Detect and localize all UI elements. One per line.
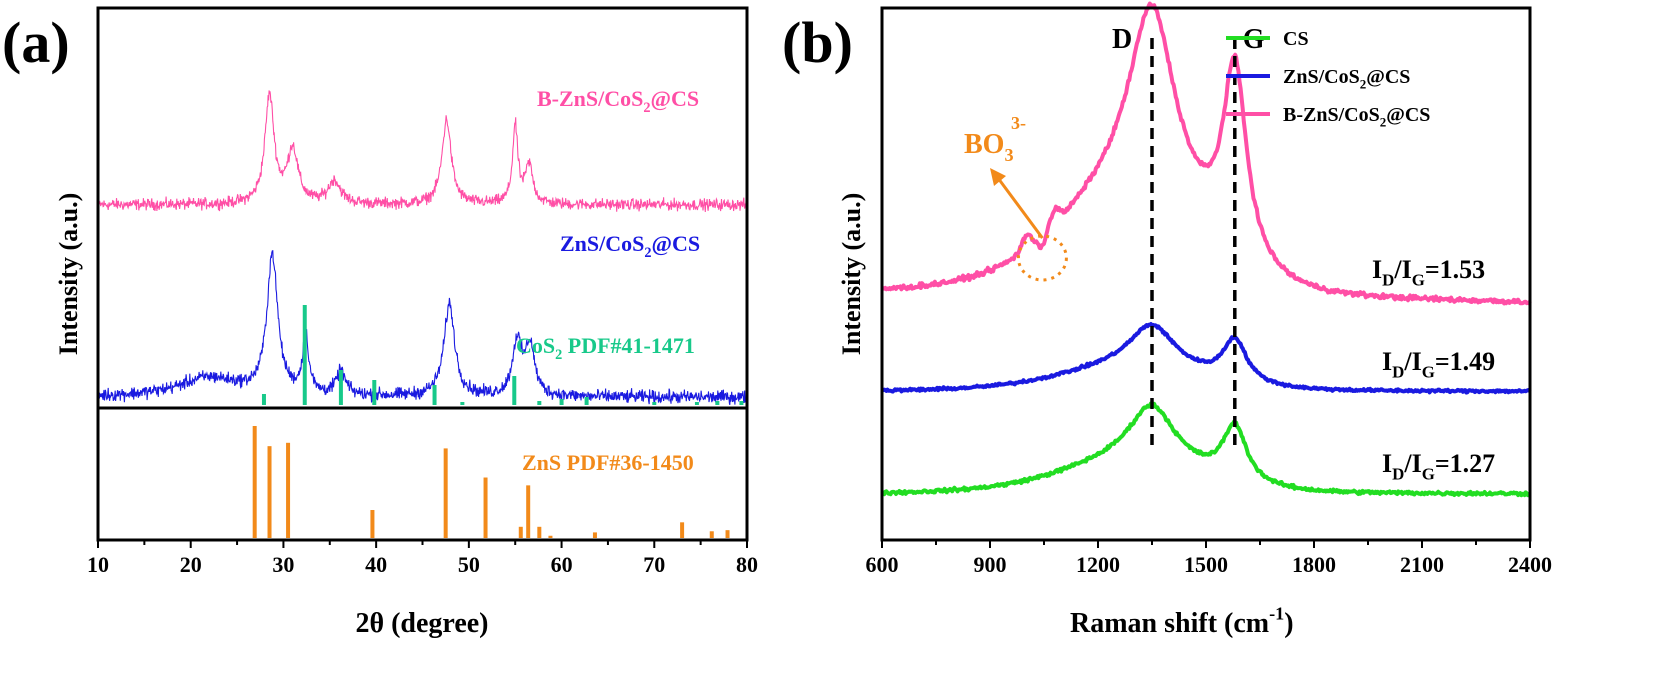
cos2-reference-peak — [694, 402, 699, 405]
cos2-reference-peak — [584, 397, 589, 405]
panel-label-a: (a) — [2, 10, 70, 75]
x-tick-label: 10 — [87, 552, 109, 577]
bo3-arrow-head — [990, 168, 1006, 186]
x-tick-label: 40 — [365, 552, 387, 577]
x-tick-label: 80 — [736, 552, 758, 577]
y-axis-label-a: Intensity (a.u.) — [54, 193, 83, 356]
x-tick-label: 900 — [974, 552, 1007, 577]
raman-line-zns-cos2-cs — [880, 322, 1532, 395]
zns-reference-peak — [709, 531, 714, 538]
zns-reference-peak — [443, 448, 448, 538]
x-tick-label: 600 — [866, 552, 899, 577]
cos2-reference-peak — [739, 401, 744, 405]
raman-line-b-zns-cos2-cs — [880, 1, 1532, 306]
zns-reference-peak — [267, 446, 272, 538]
bo3-highlight-circle — [1016, 234, 1068, 282]
panel-label-b: (b) — [782, 10, 853, 75]
bo3-annotation-charge: 3- — [1011, 113, 1026, 133]
ratio-label-b-zns-cos2-cs: ID/IG=1.53 — [1372, 255, 1485, 289]
ratio-label-zns-cos2-cs: ID/IG=1.49 — [1382, 347, 1495, 381]
zns-reference-peak — [592, 532, 597, 538]
cos2-reference-peak — [460, 402, 465, 405]
cos2-reference-peak — [512, 376, 517, 405]
x-tick-label: 70 — [643, 552, 665, 577]
cos2-reference-peak — [652, 402, 657, 405]
x-tick-label: 60 — [551, 552, 573, 577]
x-tick-label: 1800 — [1292, 552, 1336, 577]
zns-reference-peak — [526, 485, 531, 538]
cos2-reference-peak — [338, 370, 343, 405]
cos2-reference-peak — [537, 401, 542, 405]
legend-label-cs: CS — [1283, 28, 1309, 50]
x-tick-label: 2400 — [1508, 552, 1552, 577]
cos2-reference-peak — [261, 394, 266, 405]
d-band-label: D — [1112, 24, 1132, 55]
bo3-annotation: BO3 — [964, 129, 1014, 165]
zns-reference-peak — [518, 526, 523, 538]
x-axis-label-a: 2θ (degree) — [355, 608, 488, 639]
bo3-arrow — [996, 177, 1044, 239]
x-tick-label: 2100 — [1400, 552, 1444, 577]
y-axis-label-b: Intensity (a.u.) — [837, 193, 866, 356]
zns-reference-peak — [725, 530, 730, 538]
zns-reference-peak — [680, 522, 685, 538]
zns-reference-peak — [370, 510, 375, 538]
zns-reference-peak — [286, 442, 291, 538]
x-tick-label: 50 — [458, 552, 480, 577]
series-line-zns-cos2-cs — [97, 250, 748, 406]
zns-reference-peak — [252, 426, 257, 538]
reference-label-cos2: CoS2 PDF#41-1471 — [516, 333, 695, 363]
x-axis-label-b: Raman shift (cm-1) — [1070, 603, 1294, 639]
zns-reference-peak — [537, 526, 542, 538]
legend-label-b-zns-cos2-cs: B-ZnS/CoS2@CS — [1283, 104, 1430, 130]
x-tick-label: 20 — [180, 552, 202, 577]
ratio-label-cs: ID/IG=1.27 — [1382, 449, 1495, 483]
x-tick-label: 1500 — [1184, 552, 1228, 577]
cos2-reference-peak — [372, 380, 377, 405]
series-label-zns-cos2-cs: ZnS/CoS2@CS — [560, 231, 700, 261]
series-label-b-zns-cos2-cs: B-ZnS/CoS2@CS — [537, 86, 699, 116]
x-tick-label: 30 — [272, 552, 294, 577]
cos2-reference-peak — [302, 305, 307, 405]
series-line-b-zns-cos2-cs — [97, 90, 748, 213]
raman-line-cs — [881, 401, 1531, 498]
zns-reference-peak — [548, 535, 553, 538]
cos2-reference-peak — [432, 385, 437, 405]
cos2-reference-peak — [559, 399, 564, 405]
cos2-reference-peak — [715, 401, 720, 405]
zns-reference-peak — [483, 477, 488, 538]
reference-label-zns: ZnS PDF#36-1450 — [522, 450, 694, 475]
x-tick-label: 1200 — [1076, 552, 1120, 577]
legend-label-zns-cos2-cs: ZnS/CoS2@CS — [1283, 66, 1410, 92]
